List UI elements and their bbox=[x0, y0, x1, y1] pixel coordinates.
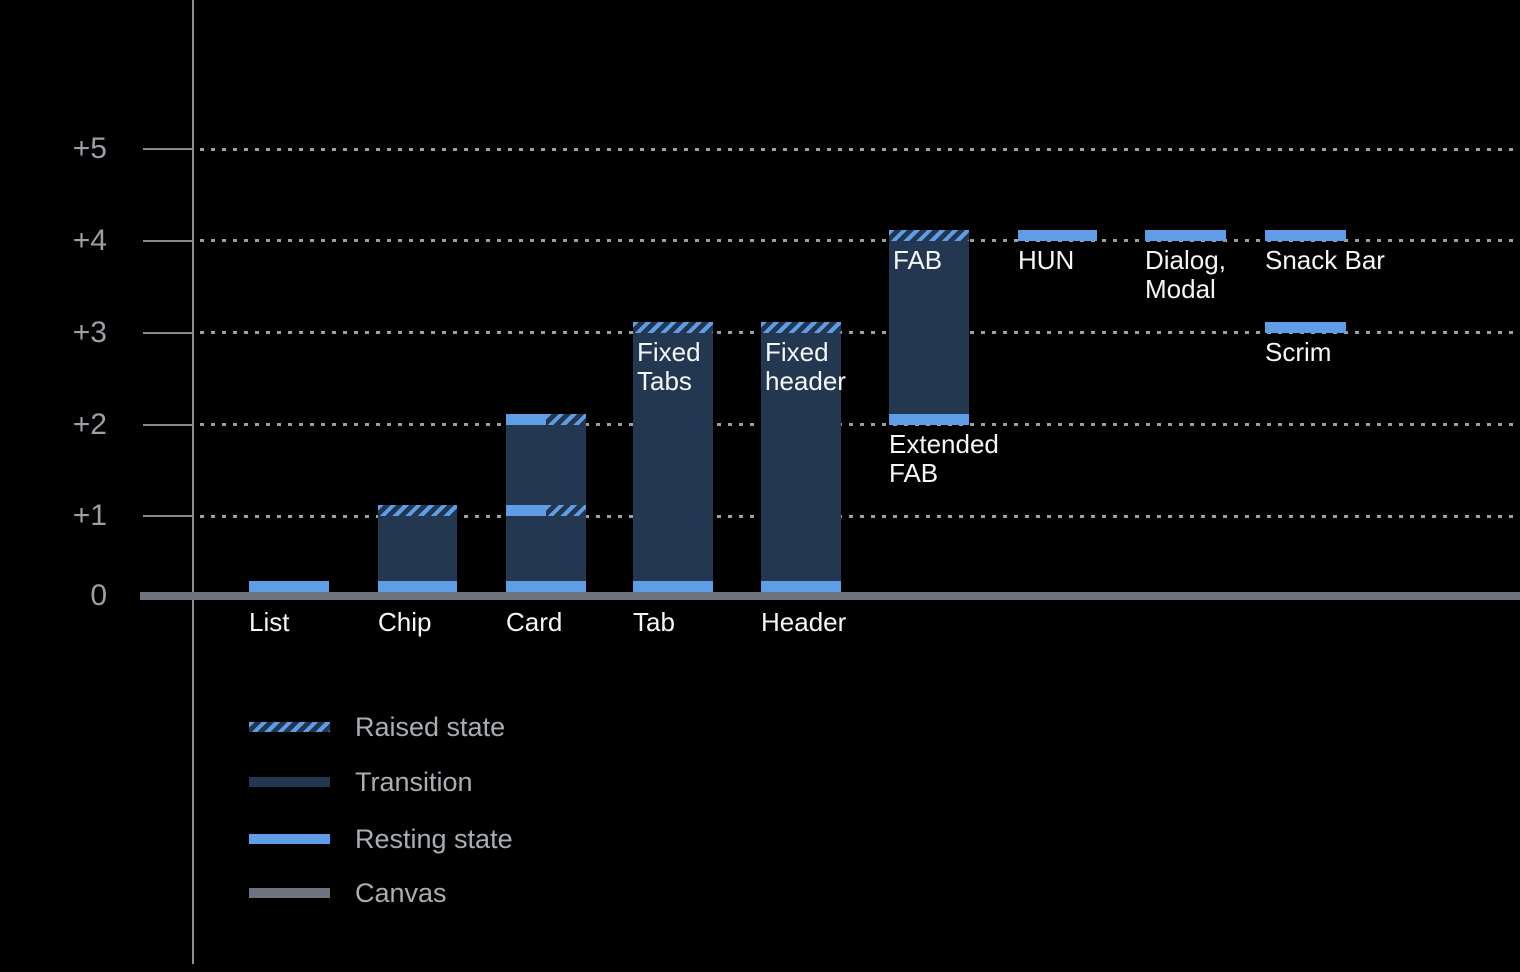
marker-resting-tab bbox=[633, 581, 713, 592]
legend-swatch-canvas bbox=[249, 888, 330, 898]
marker-raised-tab bbox=[633, 321, 713, 333]
y-tick-level-3 bbox=[143, 331, 193, 334]
y-tick-level-4 bbox=[143, 239, 193, 242]
marker-raised-chip bbox=[378, 505, 457, 516]
legend-label-resting: Resting state bbox=[355, 824, 513, 854]
legend-label-transition: Transition bbox=[355, 767, 473, 797]
marker-split-card bbox=[506, 505, 586, 516]
marker-resting-dialog-modal bbox=[1145, 229, 1226, 241]
y-axis-label: +5 bbox=[72, 132, 107, 165]
y-axis-label: +2 bbox=[72, 407, 107, 441]
bar-inner-label: FAB bbox=[893, 244, 943, 275]
y-axis-label: +1 bbox=[72, 499, 107, 532]
legend-label-canvas: Canvas bbox=[355, 878, 447, 908]
marker-resting-card bbox=[506, 581, 586, 592]
y-axis-label: +4 bbox=[72, 223, 107, 257]
component-label-snack-bar: Snack Bar bbox=[1265, 244, 1385, 275]
y-axis-line bbox=[192, 0, 194, 964]
marker-resting-chip bbox=[378, 581, 457, 592]
marker-resting-header bbox=[761, 581, 841, 592]
component-label-dialog-modal: Dialog, Modal bbox=[1145, 244, 1226, 304]
bar-header bbox=[761, 321, 841, 592]
marker-resting-half bbox=[506, 413, 546, 425]
component-label-scrim: Scrim bbox=[1265, 336, 1332, 367]
legend-label-raised: Raised state bbox=[355, 712, 506, 742]
y-axis-label: 0 bbox=[90, 579, 107, 612]
component-label-extended-fab: Extended FAB bbox=[889, 428, 999, 488]
legend-swatch-raised bbox=[249, 722, 330, 732]
y-tick-level-1 bbox=[143, 515, 193, 517]
component-label-list: List bbox=[249, 607, 290, 637]
marker-raised-half bbox=[546, 505, 586, 516]
canvas-baseline bbox=[140, 592, 1520, 600]
y-tick-level-5 bbox=[143, 148, 193, 150]
gridline-level-2 bbox=[200, 423, 1520, 426]
marker-resting-list bbox=[249, 581, 329, 592]
marker-resting-extended-fab bbox=[889, 413, 969, 425]
component-label-header: Header bbox=[761, 607, 847, 637]
component-label-card: Card bbox=[506, 607, 563, 637]
component-label-chip: Chip bbox=[378, 607, 432, 637]
bar-tab bbox=[633, 321, 713, 592]
marker-resting-scrim bbox=[1265, 321, 1346, 333]
marker-raised-half bbox=[546, 413, 586, 425]
gridline-level-3 bbox=[200, 331, 1520, 334]
marker-resting-hun bbox=[1018, 229, 1097, 241]
bar-extended-fab bbox=[889, 229, 969, 425]
bar-inner-label: Fixed Tabs bbox=[637, 336, 701, 396]
bar-card bbox=[506, 413, 586, 592]
gridline-level-4 bbox=[200, 239, 1520, 242]
bar-inner-label: Fixed header bbox=[765, 336, 846, 396]
marker-raised-extended-fab bbox=[889, 229, 969, 241]
gridline-level-5 bbox=[200, 147, 1520, 151]
bar-chip bbox=[378, 505, 457, 592]
gridline-level-1 bbox=[200, 514, 1520, 518]
y-tick-level-2 bbox=[143, 423, 193, 426]
marker-resting-snack-bar bbox=[1265, 229, 1346, 241]
component-label-hun: HUN bbox=[1018, 244, 1075, 275]
y-axis-label: +3 bbox=[72, 315, 107, 349]
legend-swatch-transition bbox=[249, 777, 330, 787]
marker-raised-header bbox=[761, 321, 841, 333]
marker-split-card bbox=[506, 413, 586, 425]
marker-resting-half bbox=[506, 505, 546, 516]
legend-swatch-resting bbox=[249, 834, 330, 844]
component-label-tab: Tab bbox=[633, 607, 675, 637]
